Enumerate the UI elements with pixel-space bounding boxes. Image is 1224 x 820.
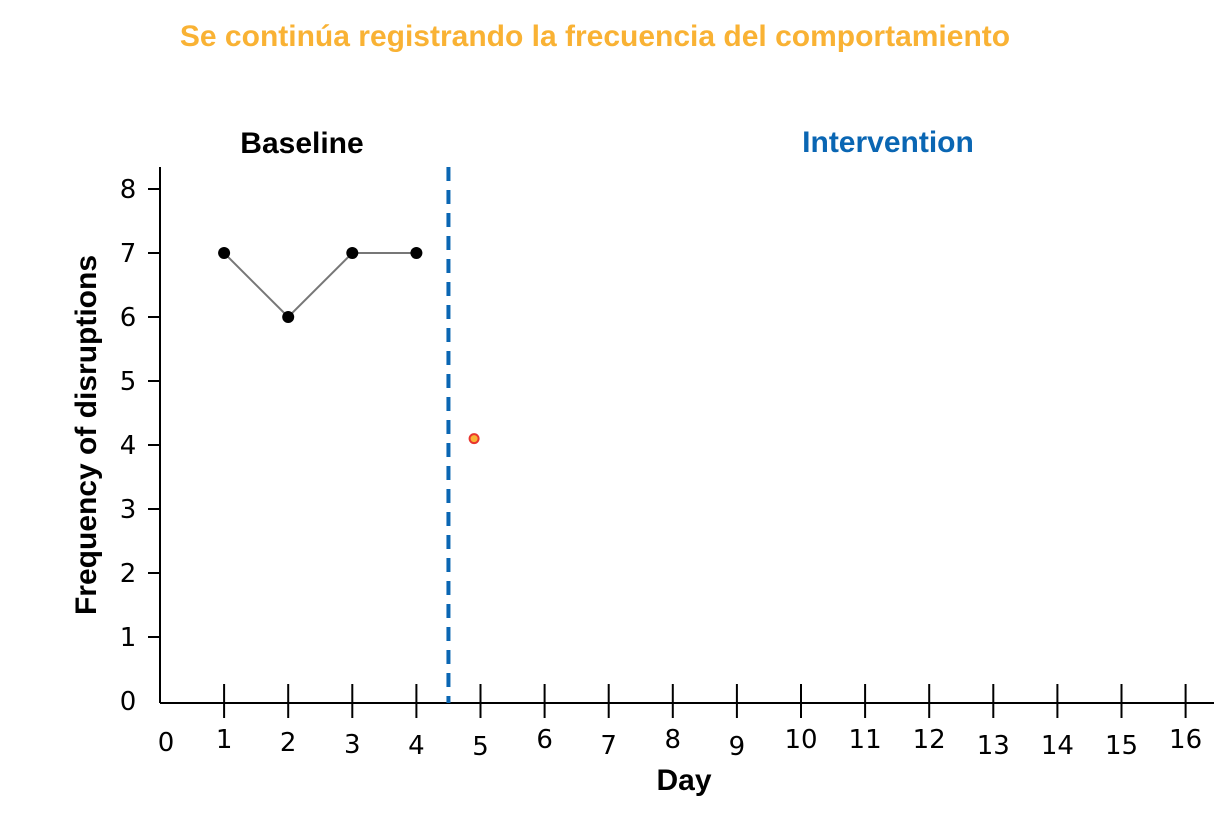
baseline-data-point bbox=[218, 247, 231, 259]
x-tick-label: 8 bbox=[665, 725, 682, 755]
y-tick-label: 2 bbox=[120, 559, 137, 589]
intervention-phase-label: Intervention bbox=[802, 126, 974, 159]
y-tick-label: 0 bbox=[120, 687, 137, 717]
y-axis-ticks: 0 1 2 3 4 5 6 7 8 bbox=[120, 175, 160, 717]
y-axis-label: Frequency of disruptions bbox=[70, 255, 103, 615]
series-layer bbox=[218, 247, 480, 445]
x-tick-label: 6 bbox=[536, 725, 553, 755]
x-tick-label: 3 bbox=[344, 730, 361, 760]
x-tick-label: 12 bbox=[913, 725, 946, 755]
x-tick-label: 1 bbox=[216, 725, 233, 755]
x-axis-label: Day bbox=[656, 764, 711, 797]
baseline-data-point bbox=[410, 247, 423, 259]
x-axis-ticks: 0 1 2 3 4 5 6 7 8 9 10 11 12 13 14 15 16 bbox=[158, 684, 1202, 762]
x-tick-label: 2 bbox=[280, 728, 297, 758]
intervention-data-point bbox=[468, 433, 480, 445]
x-tick-label: 15 bbox=[1105, 731, 1138, 761]
baseline-data-point bbox=[282, 311, 295, 323]
x-tick-label: 11 bbox=[849, 725, 882, 755]
y-tick-label: 1 bbox=[120, 623, 137, 653]
y-tick-label: 3 bbox=[120, 495, 137, 525]
x-tick-label: 16 bbox=[1169, 725, 1202, 755]
x-tick-label: 10 bbox=[784, 725, 817, 755]
baseline-series-line bbox=[223, 252, 417, 319]
x-tick-label: 14 bbox=[1041, 731, 1074, 761]
x-tick-label: 0 bbox=[158, 728, 175, 758]
y-tick-label: 5 bbox=[120, 367, 137, 397]
page-title: Se continúa registrando la frecuencia de… bbox=[180, 20, 1010, 53]
baseline-data-point bbox=[346, 247, 359, 259]
y-tick-label: 4 bbox=[120, 431, 137, 461]
x-tick-label: 5 bbox=[472, 732, 489, 762]
baseline-phase-label: Baseline bbox=[240, 127, 363, 160]
x-tick-label: 7 bbox=[600, 731, 617, 761]
x-tick-label: 13 bbox=[977, 731, 1010, 761]
y-tick-label: 8 bbox=[120, 175, 137, 205]
x-tick-label: 9 bbox=[729, 732, 746, 762]
x-tick-label: 4 bbox=[408, 731, 425, 761]
y-tick-label: 6 bbox=[120, 303, 137, 333]
y-tick-label: 7 bbox=[120, 239, 137, 269]
